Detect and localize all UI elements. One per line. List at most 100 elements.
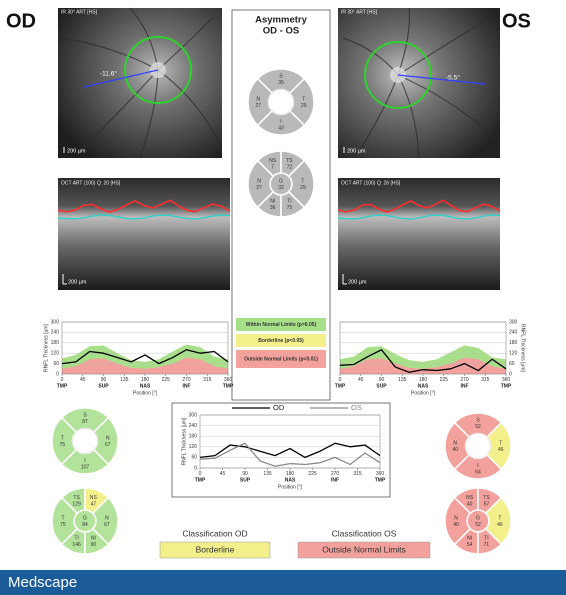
- x-tick-label: 270: [182, 377, 191, 383]
- region-label: INF: [460, 383, 468, 389]
- sector-value: 67: [105, 442, 111, 448]
- fundus-image: [58, 8, 222, 158]
- x-tick-label: 135: [398, 377, 407, 383]
- x-axis-title: Position [°]: [278, 484, 303, 490]
- x-tick-label: 180: [141, 377, 150, 383]
- sector-value: 27: [256, 185, 262, 191]
- x-tick-label: 360: [502, 377, 511, 383]
- region-label: SUP: [376, 383, 387, 389]
- sector: [466, 509, 490, 533]
- sector-name: N: [257, 178, 261, 184]
- x-axis-title: Position [°]: [133, 390, 158, 396]
- region-label: NAS: [418, 383, 429, 389]
- x-tick-label: 0: [61, 377, 64, 383]
- legend-label: Borderline (p<0.05): [258, 338, 304, 344]
- sector-value: 47: [91, 502, 97, 508]
- legend-swatch: [236, 334, 326, 347]
- eye-label: OS: [502, 10, 531, 32]
- sector-value: 75: [59, 442, 65, 448]
- y-tick-label: 300: [51, 319, 60, 325]
- sector-value: 87: [82, 419, 88, 425]
- classification-value: Outside Normal Limits: [322, 544, 406, 554]
- sector-value: 84: [82, 522, 88, 528]
- plot-frame: [61, 321, 229, 375]
- sector-value: 29: [300, 185, 306, 191]
- sector-value: 43: [278, 126, 284, 132]
- sector-name: TI: [74, 536, 78, 542]
- sector-name: T: [302, 96, 305, 102]
- x-tick-label: 135: [120, 377, 129, 383]
- x-tick-label: 0: [339, 377, 342, 383]
- sector: [73, 509, 97, 533]
- vessel: [397, 74, 420, 159]
- x-tick-label: 315: [481, 377, 490, 383]
- panel-subtitle: OD - OS: [263, 26, 299, 37]
- sector-value: 54: [467, 542, 473, 548]
- y-tick-label: 60: [509, 361, 515, 367]
- vessel: [397, 74, 496, 139]
- scale-label: 200 µm: [348, 279, 367, 285]
- region-label: TMP: [375, 477, 386, 483]
- sector-name: TS: [483, 495, 490, 501]
- y-tick-label: 240: [509, 330, 518, 336]
- y-tick-label: 0: [56, 371, 59, 377]
- region-label: INF: [331, 477, 339, 483]
- x-tick-label: 180: [286, 471, 295, 477]
- classification-title: Classification OD: [182, 528, 247, 538]
- brand: Medscape: [8, 574, 77, 591]
- legend-swatch: [236, 350, 326, 368]
- region-label: TMP: [223, 383, 234, 389]
- x-tick-label: 315: [203, 377, 212, 383]
- legend-label: Within Normal Limits (p>0.05): [246, 322, 317, 328]
- footer-bar: [0, 570, 566, 595]
- sector: [269, 172, 293, 196]
- x-tick-label: 225: [440, 377, 449, 383]
- fovea-angle: -11.6°: [100, 70, 117, 78]
- sector-name: TI: [287, 199, 291, 205]
- panel-title: Asymmetry: [255, 15, 307, 26]
- region-label: TMP: [335, 383, 346, 389]
- sector-value: 40: [467, 502, 473, 508]
- sector-name: NS: [90, 495, 98, 501]
- y-tick-label: 240: [51, 330, 60, 336]
- sector-name: N: [453, 440, 457, 446]
- sector-name: TS: [286, 158, 293, 164]
- rnfl-boundary: [337, 199, 501, 213]
- oct-scan: [338, 178, 500, 290]
- profile-line: [199, 442, 381, 459]
- fovea-line: [83, 69, 159, 88]
- y-tick-label: 180: [509, 340, 518, 346]
- sector-name: T: [498, 515, 501, 521]
- classification-value: Borderline: [196, 544, 235, 554]
- sector-value: 32: [278, 185, 284, 191]
- sector-value: 52: [475, 424, 481, 430]
- x-tick-label: 360: [224, 377, 233, 383]
- oct-scan: [58, 178, 230, 290]
- scan-circle: [364, 41, 432, 109]
- y-tick-label: 120: [509, 351, 518, 357]
- vessel: [397, 17, 491, 76]
- region-label: INF: [182, 383, 190, 389]
- legend-label: Outside Normal Limits (p<0.01): [244, 356, 318, 362]
- sector-name: G: [83, 515, 87, 521]
- scale-label: 200 µm: [68, 279, 87, 285]
- x-tick-label: 90: [242, 471, 248, 477]
- rnfl-boundary: [337, 214, 501, 220]
- sector-name: T: [301, 178, 304, 184]
- outside-band: [340, 357, 506, 374]
- sector-value: 7: [271, 165, 274, 171]
- fovea-angle: -5.5°: [446, 74, 460, 82]
- profile-line: [61, 349, 229, 365]
- scale-label: 200 µm: [67, 148, 86, 154]
- sector-name: N: [105, 515, 109, 521]
- x-tick-label: 315: [353, 471, 362, 477]
- sector-name: TI: [484, 536, 488, 542]
- fundus-title: IR 30° ART [HS]: [61, 9, 98, 15]
- x-tick-label: 45: [80, 377, 86, 383]
- sector-name: N: [106, 435, 110, 441]
- sector-value: 57: [484, 502, 490, 508]
- scale-label: 200 µm: [347, 148, 366, 154]
- y-axis-title: RNFL Thickness [µm]: [520, 324, 526, 373]
- sector-value: 35: [278, 80, 284, 86]
- sector-name: I: [280, 119, 281, 125]
